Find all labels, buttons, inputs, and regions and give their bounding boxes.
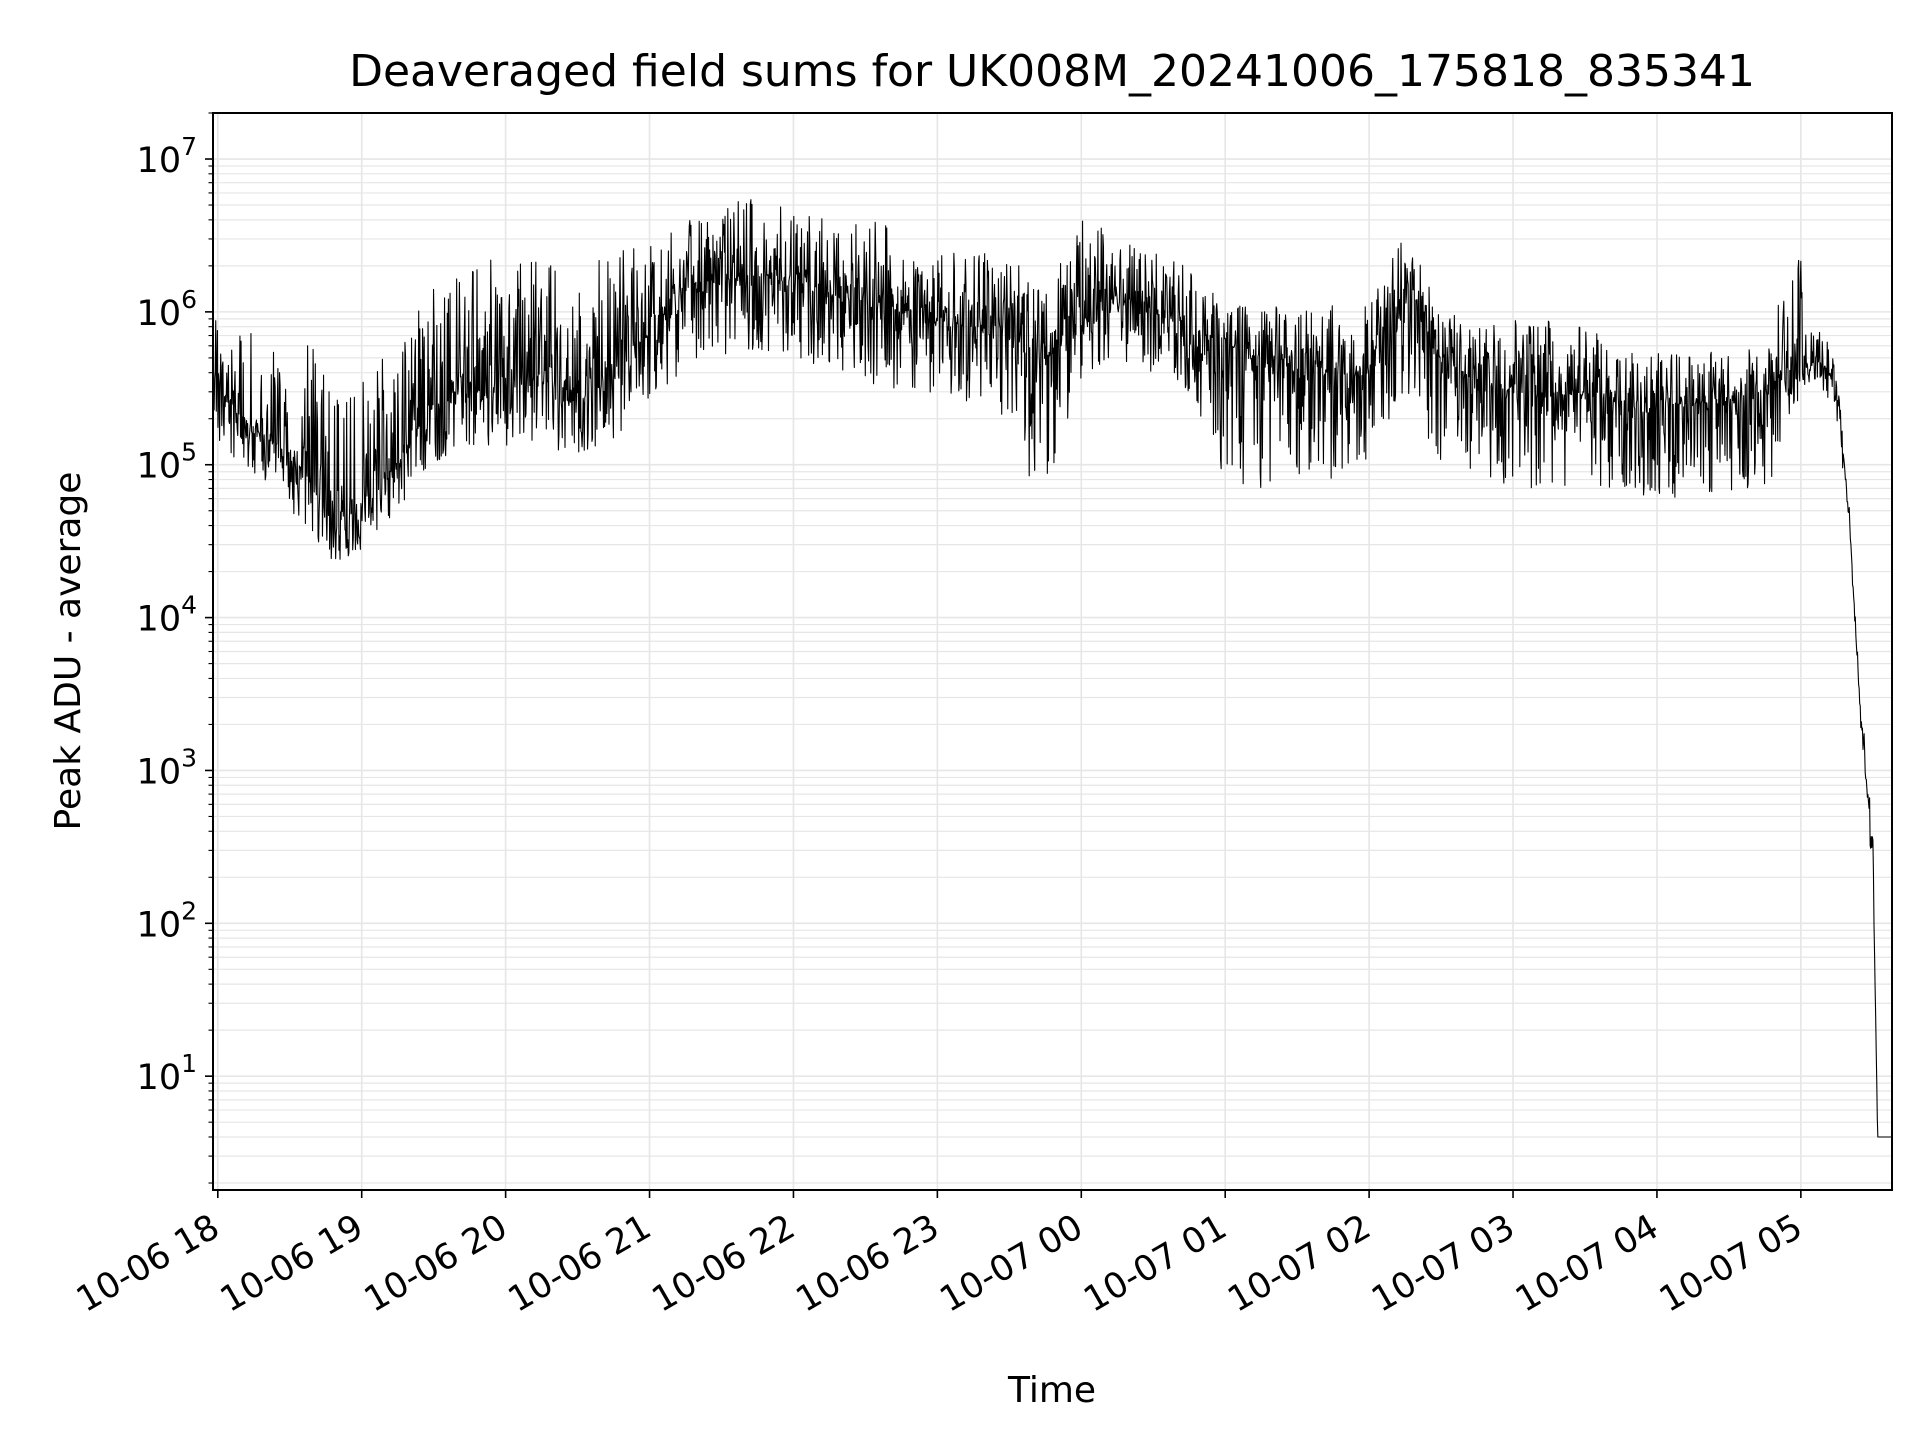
data-point [241,418,242,419]
y-tick-label: 107 [137,132,197,181]
data-point [865,299,866,300]
data-series [212,199,1892,1138]
y-tick-label: 104 [137,591,197,640]
y-tick-label: 105 [137,438,197,487]
data-point [721,280,722,281]
data-point [1117,299,1118,300]
data-point [397,464,398,465]
data-point [1812,357,1813,358]
data-point [1045,357,1046,358]
data-point [613,372,614,373]
data-point [265,437,266,438]
data-point [1620,403,1621,404]
y-axis-label: Peak ADU - average [48,472,89,831]
y-tick-label: 106 [137,285,197,334]
data-point [1860,724,1861,725]
data-point [1584,391,1585,392]
data-point [1081,318,1082,319]
data-point [577,403,578,404]
data-point [433,403,434,404]
data-point [469,391,470,392]
x-axis-label: Time [1007,1370,1096,1411]
data-point [1764,391,1765,392]
data-point [1404,284,1405,285]
data-point [1548,396,1549,397]
data-point [937,318,938,319]
data-point [1848,510,1849,511]
data-point [1009,335,1010,336]
data-point [1656,403,1657,404]
data-point [1877,1136,1878,1137]
data-point [1369,372,1370,373]
data-point [1333,372,1334,373]
data-point [1297,357,1298,358]
data-point [541,372,542,373]
data-point [685,284,686,285]
data-point [1824,364,1825,365]
data-point [1882,1136,1883,1137]
data-point [829,294,830,295]
y-axis-ticks: 101 102 103 104 105 106 107 [137,112,213,1184]
data-point [901,311,902,312]
data-point [313,479,314,480]
grid-lines [213,112,1892,1190]
data-point [973,326,974,327]
y-tick-label: 103 [137,743,197,792]
data-point [337,525,338,526]
data-point [649,335,650,336]
y-tick-label: 102 [137,896,197,945]
y-tick-label: 101 [137,1049,197,1098]
series-line [212,199,1892,1138]
data-point [1189,326,1190,327]
data-point [1692,403,1693,404]
data-point [505,391,506,392]
data-point [1800,372,1801,373]
data-point [1261,357,1262,358]
data-point [289,452,290,453]
data-point [361,498,362,499]
data-point [1836,391,1837,392]
data-point [1872,850,1873,851]
data-point [1153,305,1154,306]
data-point [793,280,794,281]
data-point [1225,345,1226,346]
data-point [1728,401,1729,402]
data-point [1887,1136,1888,1137]
data-point [1476,381,1477,382]
data-point [1512,391,1513,392]
data-point [1440,357,1441,358]
data-point [757,272,758,273]
chart-title: Deaveraged field sums for UK008M_2024100… [349,46,1755,97]
